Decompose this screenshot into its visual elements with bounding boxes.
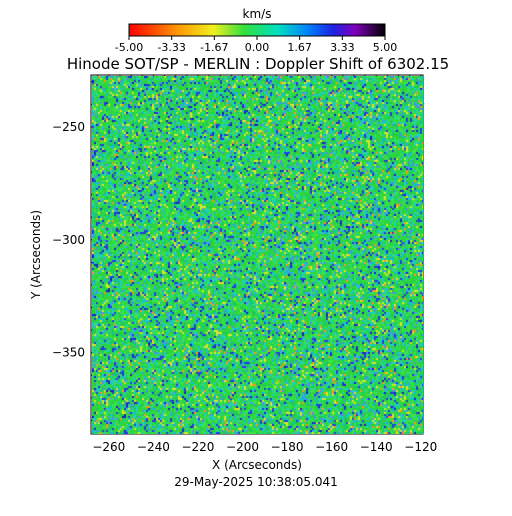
x-tick-label: −180 xyxy=(271,440,304,454)
colorbar-tick-label: -3.33 xyxy=(157,41,185,54)
x-tick-label: −220 xyxy=(181,440,214,454)
doppler-velocity-map xyxy=(92,76,423,434)
colorbar-tick-label: 0.00 xyxy=(245,41,270,54)
colorbar-unit-label: km/s xyxy=(243,7,272,21)
chart-title: Hinode SOT/SP - MERLIN : Doppler Shift o… xyxy=(67,55,449,73)
x-tick-label: −240 xyxy=(137,440,170,454)
colorbar-tick-label: 5.00 xyxy=(373,41,398,54)
x-tick-label: −260 xyxy=(92,440,125,454)
x-tick-label: −160 xyxy=(315,440,348,454)
y-tick-label: −300 xyxy=(52,233,85,247)
colorbar-tick-label: 1.67 xyxy=(287,41,312,54)
y-tick-label: −350 xyxy=(52,346,85,360)
y-tick-label: −250 xyxy=(52,120,85,134)
colorbar-tick-label: 3.33 xyxy=(330,41,355,54)
colorbar-tick-label: -5.00 xyxy=(115,41,143,54)
colorbar: -5.00 -3.33 -1.67 0.00 1.67 3.33 5.00 xyxy=(115,23,398,54)
plot-frame xyxy=(90,74,424,435)
x-axis-label: X (Arcseconds) xyxy=(212,458,302,472)
colorbar-gradient xyxy=(128,23,386,37)
x-axis: −260 −240 −220 −200 −180 −160 −140 −120 xyxy=(92,75,437,454)
y-axis-label: Y (Arcseconds) xyxy=(29,210,43,300)
x-tick-label: −200 xyxy=(226,440,259,454)
colorbar-tick-label: -1.67 xyxy=(200,41,228,54)
x-tick-label: −140 xyxy=(360,440,393,454)
x-tick-label: −120 xyxy=(404,440,437,454)
timestamp: 29-May-2025 10:38:05.041 xyxy=(174,475,338,489)
